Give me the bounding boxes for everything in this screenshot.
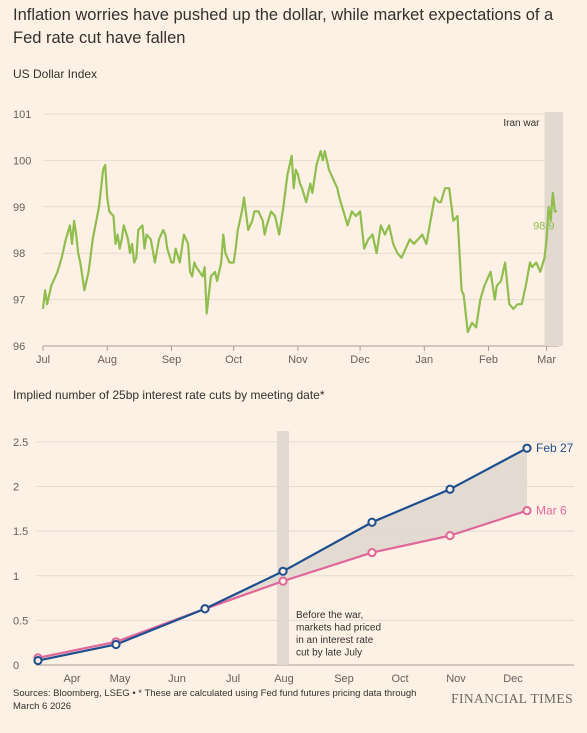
ratecut-x-tick-label: Jun: [168, 673, 186, 685]
ratecut-shade: [277, 431, 289, 665]
ratecut-y-tick-label: 2.5: [13, 437, 28, 449]
ratecut-y-ticks: 0 0.5 1 1.5 2 2.5: [13, 437, 28, 672]
ratecut-y-tick-label: 1: [13, 571, 19, 583]
mar6-point: [445, 531, 455, 541]
mar6-point: [278, 576, 288, 586]
feb27-series-label: Feb 27: [536, 441, 574, 455]
ratecut-x-tick-label: Oct: [391, 673, 408, 685]
mar6-series-label: Mar 6: [536, 504, 567, 518]
ratecut-y-tick-label: 2: [13, 482, 19, 494]
feb27-point: [200, 604, 210, 614]
dollar-series: [41, 149, 557, 334]
ratecut-x-tick-label: May: [110, 673, 131, 685]
dollar-y-ticks: 96 97 98 99 100 101: [13, 109, 31, 353]
annotation-line: in an interest rate: [296, 635, 374, 646]
dollar-x-tick-label: Aug: [97, 354, 117, 366]
ratecut-y-tick-label: 0: [13, 660, 19, 672]
ratecut-x-tick-label: Jul: [226, 673, 240, 685]
dollar-y-tick-label: 100: [13, 155, 31, 167]
expectations-gap: [205, 448, 527, 609]
ratecut-x-tick-label: Dec: [503, 673, 523, 685]
july-meeting-band: [277, 431, 289, 665]
iran-war-label: Iran war: [503, 118, 540, 129]
feb27-point: [33, 655, 43, 666]
mar6-point: [367, 547, 377, 558]
dollar-chart-subtitle: US Dollar Index: [13, 67, 98, 81]
dollar-x-tick-label: Mar: [537, 354, 556, 366]
rate-cut-chart: 0 0.5 1 1.5 2 2.5 Apr May Jun Jul Aug Sep Oct Nov Dec…: [13, 431, 574, 685]
iran-war-shade: [544, 112, 563, 346]
feb27-point: [522, 443, 532, 453]
chart-title: Inflation worries have pushed up the dol…: [13, 6, 554, 47]
rate-cut-chart-subtitle: Implied number of 25bp interest rate cut…: [13, 388, 325, 402]
dollar-end-value-label: 98.9: [533, 220, 554, 232]
ratecut-x-tick-label: Apr: [63, 673, 80, 685]
feb27-point: [445, 484, 455, 494]
annotation-line: Before the war,: [296, 610, 363, 621]
feb27-point: [111, 639, 121, 650]
feb27-point: [367, 517, 377, 527]
ratecut-x-tick-label: Nov: [446, 673, 466, 685]
mar6-point: [522, 506, 532, 516]
feb27-point: [278, 566, 288, 576]
ratecut-series: [33, 443, 532, 666]
dollar-x-tick-label: Jan: [415, 354, 433, 366]
ratecut-y-tick-label: 0.5: [13, 615, 28, 627]
ratecut-x-tick-label: Sep: [334, 673, 354, 685]
before-war-annotation: Before the war, markets had priced in an i…: [296, 610, 381, 659]
dollar-y-tick-label: 98: [13, 248, 25, 260]
dollar-y-tick-label: 101: [13, 109, 31, 121]
dollar-y-tick-label: 97: [13, 295, 25, 307]
dollar-annotations: Iran war 98.9: [503, 118, 554, 232]
dollar-index-chart: 96 97 98 99 100 101 Jul Aug Sep Oct Nov Dec Jan Feb M…: [13, 109, 563, 366]
dollar-y-tick-label: 96: [13, 341, 25, 353]
ft-logo: FINANCIAL TIMES: [451, 691, 573, 706]
dollar-x-tick-label: Feb: [479, 354, 498, 366]
ratecut-gap-fill: [205, 448, 527, 609]
dollar-x-tick-label: Dec: [350, 354, 370, 366]
dollar-x-tick-label: Jul: [36, 354, 50, 366]
ratecut-annotations: Feb 27 Mar 6 Before the war, markets had pr…: [296, 441, 574, 658]
ratecut-x-tick-label: Aug: [274, 673, 294, 685]
dollar-x-tick-label: Nov: [288, 354, 308, 366]
dollar-index-line: [41, 149, 557, 334]
dollar-grid: [43, 113, 559, 347]
dollar-y-tick-label: 99: [13, 202, 25, 214]
dollar-x-tick-label: Sep: [162, 354, 182, 366]
ratecut-y-tick-label: 1.5: [13, 526, 28, 538]
ratecut-x-ticks: Apr May Jun Jul Aug Sep Oct Nov Dec: [63, 673, 523, 685]
annotation-line: markets had priced: [296, 623, 381, 634]
dollar-x-ticks: Jul Aug Sep Oct Nov Dec Jan Feb Mar: [36, 346, 556, 366]
dollar-x-tick-label: Oct: [225, 354, 242, 366]
iran-war-band: [544, 112, 563, 346]
annotation-line: cut by late July: [296, 648, 362, 659]
source-note: Sources: Bloomberg, LSEG • * These are c…: [13, 688, 417, 712]
